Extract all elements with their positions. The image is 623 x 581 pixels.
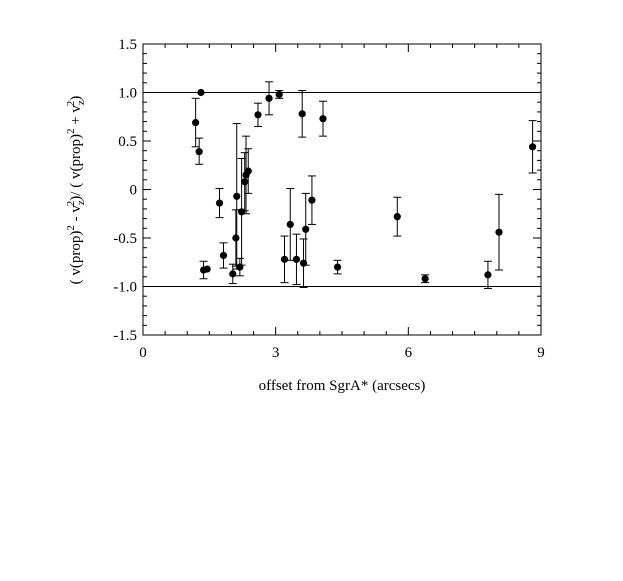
point-marker [241,178,249,186]
x-axis-label: offset from SgrA* (arcsecs) [259,378,426,394]
point-marker [308,196,316,204]
data-point [393,196,402,237]
point-marker [215,199,224,207]
x-tick-labels: 0 3 6 9 [139,345,545,361]
data-point [298,90,307,138]
point-marker [286,220,294,229]
point-marker [232,234,240,242]
point-marker [238,208,246,216]
y-tick-label: 0.5 [118,134,137,150]
data-point [301,192,310,266]
point-marker [275,90,283,99]
point-marker [192,118,200,127]
y-tick-label: -0.5 [113,231,137,247]
point-marker [484,271,492,279]
data-point [231,209,240,267]
point-marker [233,192,241,200]
data-point [275,90,284,99]
data-point [242,135,251,215]
point-marker [229,270,237,278]
data-point [197,88,205,97]
point-marker [254,111,262,119]
axis-ticks [142,43,542,336]
x-tick-label: 0 [139,345,147,361]
data-point [191,97,200,148]
point-marker [292,255,301,263]
data-point [528,120,537,174]
point-marker [528,143,537,151]
data-point [421,274,430,284]
point-marker [244,167,252,175]
y-tick-label: 0 [130,183,138,199]
plot-frame [142,43,542,336]
data-point [494,193,503,271]
reference-lines [143,92,541,287]
data-point [333,259,342,275]
y-tick-label: -1.0 [113,280,137,296]
point-marker [203,265,211,273]
data-point [318,100,327,137]
data-point [483,260,492,289]
data-point [195,137,204,165]
data-point [307,175,316,225]
data-point [299,238,308,288]
point-marker [280,255,289,263]
point-marker [393,213,401,221]
point-marker [197,88,205,97]
point-marker [333,263,342,271]
data-point [203,265,211,273]
point-marker [302,225,310,233]
point-marker [495,228,503,236]
point-marker [298,110,306,118]
x-tick-label: 6 [405,345,413,361]
data-point [215,188,224,219]
point-marker [421,275,429,283]
data-points [191,81,537,289]
y-tick-label: -1.5 [113,328,137,344]
data-point [244,148,253,194]
data-point [286,188,295,261]
point-marker [219,251,228,260]
data-point [280,235,289,284]
data-point [219,242,228,269]
point-marker [265,94,273,102]
data-point [265,81,274,116]
point-marker [236,263,244,271]
point-marker [319,115,327,123]
data-point [228,263,237,285]
y-axis-label: ( v(prop)2 - vz2)/ ( v(prop)2 + vz2) [65,96,87,285]
y-tick-label: 1.0 [118,86,137,102]
point-marker [195,148,203,156]
y-tick-labels: -1.5 -1.0 -0.5 0 0.5 1.0 1.5 [113,37,137,344]
y-tick-label: 1.5 [118,37,137,53]
data-point [232,123,241,270]
data-point [292,233,301,286]
x-tick-label: 3 [272,345,280,361]
data-point [253,102,262,127]
x-tick-label: 9 [537,345,545,361]
